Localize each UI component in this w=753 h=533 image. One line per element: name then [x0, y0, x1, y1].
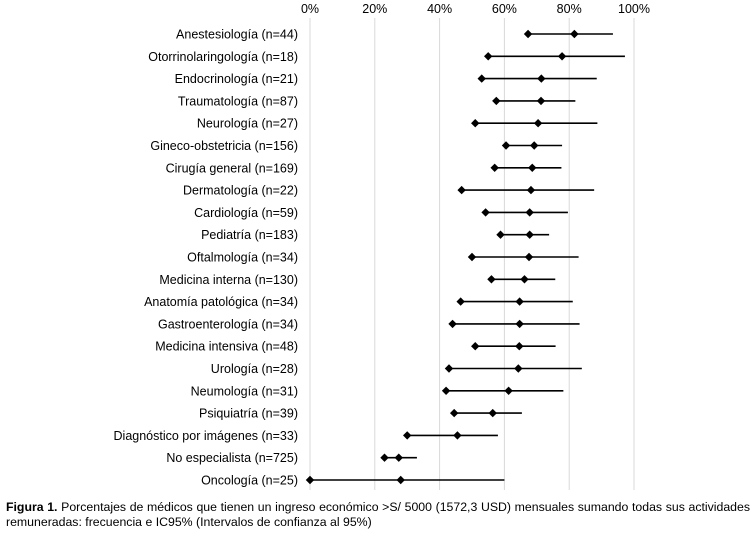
category-label: Diagnóstico por imágenes (n=33) — [114, 429, 298, 443]
ci-lower-marker — [380, 453, 389, 462]
category-label: Psiquiatría (n=39) — [199, 407, 298, 421]
category-label: Dermatología (n=22) — [183, 184, 298, 198]
ci-lower-marker — [448, 319, 457, 329]
x-tick-label: 80% — [557, 2, 582, 16]
ci-lower-marker — [484, 52, 493, 61]
category-label: Traumatología (n=87) — [178, 94, 298, 108]
x-tick-label: 0% — [301, 2, 319, 16]
point-estimate-marker — [488, 408, 497, 418]
point-estimate-marker — [526, 185, 536, 195]
point-estimate-marker — [557, 52, 567, 61]
category-label: Gastroenterología (n=34) — [158, 317, 298, 331]
category-label: Anestesiología (n=44) — [176, 28, 298, 42]
point-estimate-marker — [528, 163, 537, 172]
ci-lower-marker — [481, 208, 490, 217]
ci-lower-marker — [471, 119, 480, 128]
category-label: Gineco-obstetricia (n=156) — [150, 139, 298, 153]
ci-lower-marker — [449, 408, 459, 418]
figure-caption: Figura 1. Porcentajes de médicos que tie… — [6, 500, 750, 530]
point-estimate-marker — [504, 386, 513, 395]
category-label: Urología (n=28) — [211, 362, 298, 376]
point-estimate-marker — [394, 453, 403, 462]
category-labels: Anestesiología (n=44) Otorrinolaringologí… — [114, 28, 298, 488]
x-tick-label: 40% — [427, 2, 452, 16]
category-label: Oncología (n=25) — [201, 474, 298, 488]
ci-lower-marker — [403, 431, 412, 440]
ci-lower-marker — [305, 475, 315, 485]
point-estimate-marker — [520, 275, 529, 284]
gridlines — [309, 18, 635, 490]
x-tick-label: 100% — [618, 2, 650, 16]
figure-caption-text: Porcentajes de médicos que tienen un ing… — [6, 500, 751, 529]
ci-lower-marker — [457, 185, 466, 195]
ci-lower-marker — [523, 29, 533, 39]
point-estimates — [305, 29, 579, 485]
category-label: Cirugía general (n=169) — [166, 161, 298, 175]
ci-lower-marker — [456, 297, 465, 306]
point-estimate-marker — [525, 230, 534, 239]
point-estimate-marker — [396, 475, 405, 485]
x-tick-label: 20% — [362, 2, 387, 16]
category-label: Neumología (n=31) — [191, 384, 298, 398]
category-label: Pediatría (n=183) — [201, 228, 298, 242]
forest-plot: 0% 20% 40% 60% 80% 100% Anestesiología (n=44)… — [114, 2, 650, 490]
ci-lower-marker — [477, 74, 486, 83]
category-label: Cardiología (n=59) — [194, 206, 298, 220]
category-label: Medicina intensiva (n=48) — [155, 340, 298, 354]
ci-lower-marker — [487, 275, 496, 284]
point-estimate-marker — [536, 96, 546, 106]
point-estimate-marker — [514, 364, 523, 373]
ci-lower-marker — [492, 96, 501, 106]
category-label: Anatomía patológica (n=34) — [144, 295, 298, 309]
point-estimate-marker — [515, 297, 524, 306]
point-estimate-marker — [525, 208, 534, 217]
x-axis-ticks: 0% 20% 40% 60% 80% 100% — [301, 2, 650, 16]
ci-lower-marker — [471, 342, 480, 351]
ci-lower-marker — [467, 252, 477, 262]
point-estimate-marker — [524, 252, 534, 262]
figure-caption-label: Figura 1. — [6, 500, 58, 514]
point-estimate-marker — [453, 431, 462, 440]
ci-lower-marker — [444, 364, 454, 373]
ci-lower-marker — [441, 386, 451, 395]
ci-lower-marker — [501, 141, 511, 150]
category-label: Otorrinolaringología (n=18) — [148, 50, 298, 64]
point-estimate-marker — [515, 342, 524, 351]
point-estimate-marker — [533, 119, 543, 128]
category-label: Endocrinología (n=21) — [175, 72, 298, 86]
point-estimate-marker — [570, 29, 579, 39]
category-label: Medicina interna (n=130) — [159, 273, 298, 287]
category-label: Neurología (n=27) — [197, 117, 298, 131]
point-estimate-marker — [530, 141, 539, 150]
ci-lower-marker — [496, 230, 505, 239]
point-estimate-marker — [537, 74, 546, 83]
category-label: No especialista (n=725) — [166, 451, 298, 465]
confidence-intervals — [310, 33, 625, 481]
ci-lower-marker — [490, 163, 499, 172]
category-label: Oftalmología (n=34) — [187, 251, 298, 265]
point-estimate-marker — [515, 319, 524, 329]
x-tick-label: 60% — [492, 2, 517, 16]
